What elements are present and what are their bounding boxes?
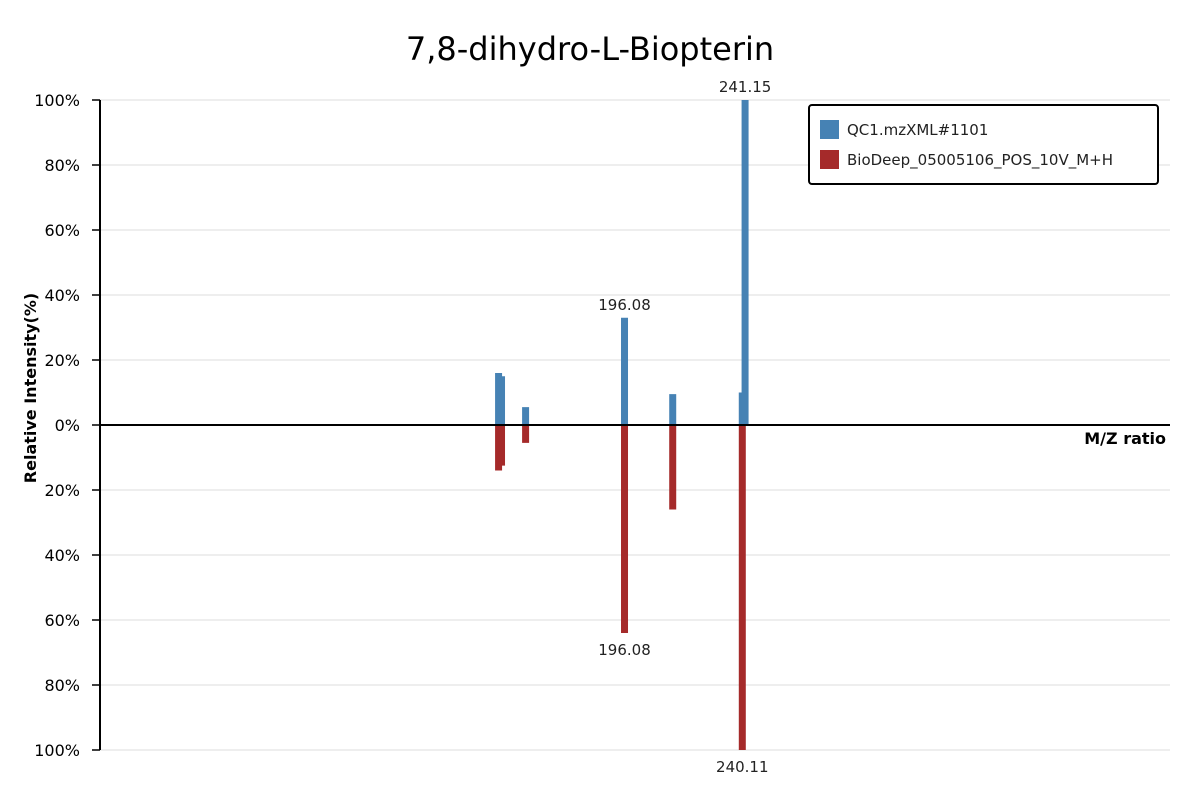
- y-axis-label: Relative Intensity(%): [21, 293, 40, 483]
- peak-labels: 196.08 241.15 196.08 240.11: [598, 78, 771, 776]
- reference-peak-bar: [522, 425, 530, 443]
- legend-label-query: QC1.mzXML#1101: [847, 121, 988, 139]
- peak-label: 196.08: [598, 296, 651, 314]
- y-tick-label: 100%: [34, 91, 80, 110]
- peak-bars: [495, 100, 749, 750]
- reference-peak-bar: [498, 425, 506, 466]
- query-peak-bar: [498, 376, 506, 425]
- y-ticks: 100% 80% 60% 40% 20% 0% 20% 40% 60% 80% 100%: [34, 91, 100, 760]
- y-tick-label: 60%: [44, 611, 80, 630]
- legend-box: [808, 104, 1159, 185]
- y-tick-label: 0%: [55, 416, 80, 435]
- y-tick-label: 80%: [44, 676, 80, 695]
- legend-label-reference: BioDeep_05005106_POS_10V_M+H: [847, 151, 1113, 170]
- query-peak-bar: [741, 100, 749, 425]
- query-peak-bar: [522, 407, 530, 425]
- y-tick-label: 40%: [44, 286, 80, 305]
- y-tick-label: 40%: [44, 546, 80, 565]
- peak-label: 196.08: [598, 641, 651, 659]
- legend-swatch-reference: [820, 150, 839, 169]
- peak-label: 240.11: [716, 758, 769, 776]
- reference-peak-bar: [738, 425, 746, 750]
- y-tick-label: 100%: [34, 741, 80, 760]
- peak-label: 241.15: [719, 78, 772, 96]
- legend: QC1.mzXML#1101 BioDeep_05005106_POS_10V_…: [808, 104, 1159, 185]
- grid-lines: [100, 99, 1170, 751]
- y-tick-label: 20%: [44, 481, 80, 500]
- query-peak-bar: [669, 394, 677, 425]
- y-tick-label: 20%: [44, 351, 80, 370]
- legend-swatch-query: [820, 120, 839, 139]
- y-tick-label: 80%: [44, 156, 80, 175]
- reference-peak-bar: [669, 425, 677, 510]
- query-peak-bar: [621, 317, 629, 425]
- reference-peak-bar: [621, 425, 629, 633]
- y-tick-label: 60%: [44, 221, 80, 240]
- x-axis-label: M/Z ratio: [1084, 429, 1166, 448]
- chart-title: 7,8-dihydro-L-Biopterin: [406, 30, 774, 68]
